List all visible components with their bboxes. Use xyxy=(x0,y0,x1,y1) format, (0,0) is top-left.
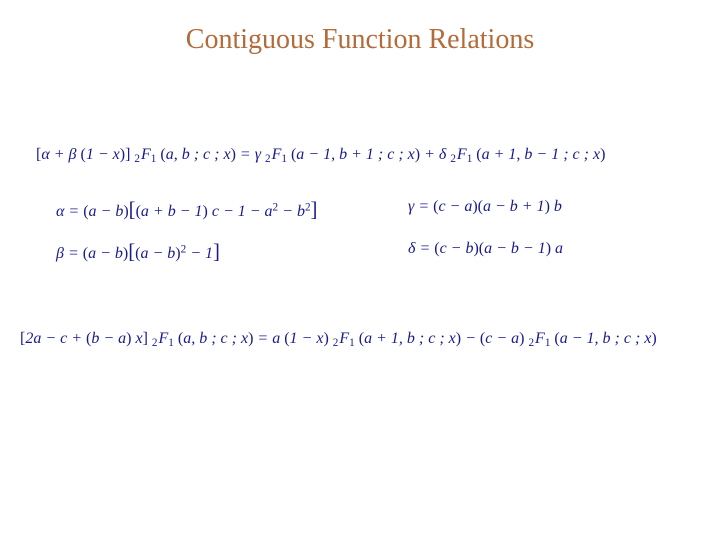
slide: Contiguous Function Relations [α + β (1 … xyxy=(0,0,720,540)
coeff-beta: β = (a − b)[(a − b)2 − 1] xyxy=(56,240,220,264)
coeff-delta: δ = (c − b)(a − b − 1) a xyxy=(408,240,563,258)
coeff-alpha: α = (a − b)[(a + b − 1) c − 1 − a2 − b2] xyxy=(56,198,317,222)
coeff-gamma: γ = (c − a)(a − b + 1) b xyxy=(408,198,562,216)
equation-1: [α + β (1 − x)] 2F1 (a, b ; c ; x) = γ 2… xyxy=(36,146,605,165)
equation-2: [2a − c + (b − a) x] 2F1 (a, b ; c ; x) … xyxy=(20,330,657,349)
slide-title: Contiguous Function Relations xyxy=(0,24,720,56)
